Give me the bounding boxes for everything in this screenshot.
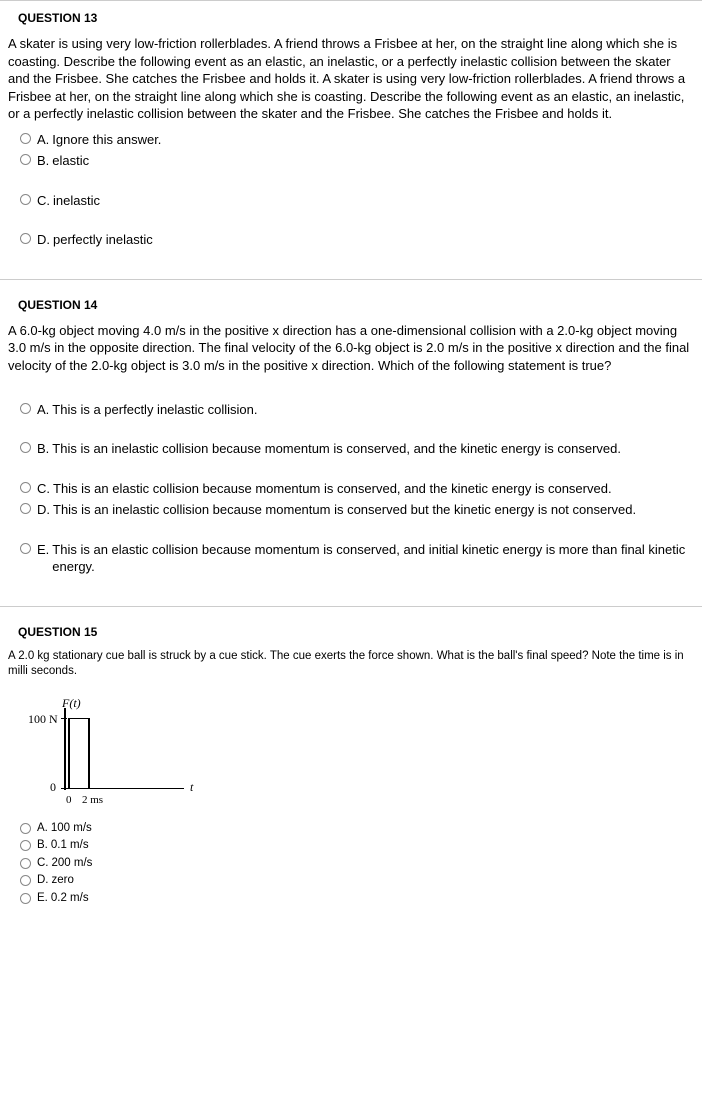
q14-option-a[interactable]: A. This is a perfectly inelastic collisi… (8, 399, 694, 421)
option-text: 200 m/s (52, 856, 93, 872)
option-letter: E. (37, 891, 48, 907)
option-text: This is an elastic collision because mom… (52, 541, 694, 576)
q14-option-e[interactable]: E. This is an elastic collision because … (8, 539, 694, 578)
option-letter: C. (37, 856, 49, 872)
radio-icon (20, 858, 31, 869)
radio-icon (20, 503, 31, 514)
radio-icon (20, 194, 31, 205)
q15-option-a[interactable]: A. 100 m/s (8, 820, 694, 838)
radio-icon (20, 482, 31, 493)
q14-option-d[interactable]: D. This is an inelastic collision becaus… (8, 499, 694, 521)
option-text: zero (52, 873, 74, 889)
radio-icon (20, 403, 31, 414)
option-letter: B. (37, 152, 49, 170)
force-time-chart: F(t) 100 N 0 0 2 ms t (32, 700, 212, 810)
chart-zero-label: 0 (50, 780, 56, 795)
option-text: This is an inelastic collision because m… (53, 501, 636, 519)
option-text: This is an inelastic collision because m… (52, 440, 621, 458)
option-text: perfectly inelastic (53, 231, 153, 249)
chart-pulse-top (68, 718, 90, 720)
chart-origin-tick (61, 788, 67, 790)
chart-x-axis (64, 788, 184, 790)
radio-icon (20, 543, 31, 554)
q13-option-c[interactable]: C. inelastic (8, 190, 694, 212)
radio-icon (20, 875, 31, 886)
question-13: QUESTION 13 A skater is using very low-f… (0, 0, 702, 279)
question-13-header: QUESTION 13 (8, 11, 694, 35)
option-text: This is an elastic collision because mom… (53, 480, 612, 498)
option-letter: A. (37, 821, 48, 837)
option-text: elastic (52, 152, 89, 170)
q14-option-b[interactable]: B. This is an inelastic collision becaus… (8, 438, 694, 460)
radio-icon (20, 154, 31, 165)
option-text: 100 m/s (51, 821, 92, 837)
chart-y-label: 100 N (28, 712, 58, 727)
option-letter: D. (37, 501, 50, 519)
q13-option-d[interactable]: D. perfectly inelastic (8, 229, 694, 251)
q15-option-b[interactable]: B. 0.1 m/s (8, 837, 694, 855)
question-15: QUESTION 15 A 2.0 kg stationary cue ball… (0, 606, 702, 936)
chart-y-axis (64, 708, 66, 790)
option-text: This is a perfectly inelastic collision. (52, 401, 257, 419)
option-letter: A. (37, 131, 49, 149)
q14-option-c[interactable]: C. This is an elastic collision because … (8, 478, 694, 500)
radio-icon (20, 133, 31, 144)
chart-xtick-1: 2 ms (82, 794, 103, 806)
option-letter: B. (37, 440, 49, 458)
option-text: Ignore this answer. (52, 131, 161, 149)
option-text: inelastic (53, 192, 100, 210)
radio-icon (20, 233, 31, 244)
option-letter: A. (37, 401, 49, 419)
q15-option-c[interactable]: C. 200 m/s (8, 855, 694, 873)
question-14: QUESTION 14 A 6.0-kg object moving 4.0 m… (0, 279, 702, 606)
question-13-text: A skater is using very low-friction roll… (8, 35, 694, 129)
radio-icon (20, 893, 31, 904)
chart-pulse-left (68, 718, 70, 788)
q13-option-a[interactable]: A. Ignore this answer. (8, 129, 694, 151)
option-letter: C. (37, 480, 50, 498)
option-text: 0.2 m/s (51, 891, 89, 907)
question-15-header: QUESTION 15 (8, 625, 694, 649)
q15-option-e[interactable]: E. 0.2 m/s (8, 890, 694, 908)
option-letter: D. (37, 231, 50, 249)
option-letter: C. (37, 192, 50, 210)
question-14-text: A 6.0-kg object moving 4.0 m/s in the po… (8, 322, 694, 381)
option-text: 0.1 m/s (51, 838, 89, 854)
q13-option-b[interactable]: B. elastic (8, 150, 694, 172)
option-letter: B. (37, 838, 48, 854)
radio-icon (20, 840, 31, 851)
chart-pulse-right (88, 718, 90, 788)
option-letter: D. (37, 873, 49, 889)
option-letter: E. (37, 541, 49, 559)
radio-icon (20, 442, 31, 453)
question-14-header: QUESTION 14 (8, 298, 694, 322)
radio-icon (20, 823, 31, 834)
q15-option-d[interactable]: D. zero (8, 872, 694, 890)
chart-xtick-0: 0 (66, 794, 72, 806)
chart-y-tick (61, 718, 67, 720)
chart-t-label: t (190, 780, 193, 795)
question-15-text: A 2.0 kg stationary cue ball is struck b… (8, 649, 694, 686)
